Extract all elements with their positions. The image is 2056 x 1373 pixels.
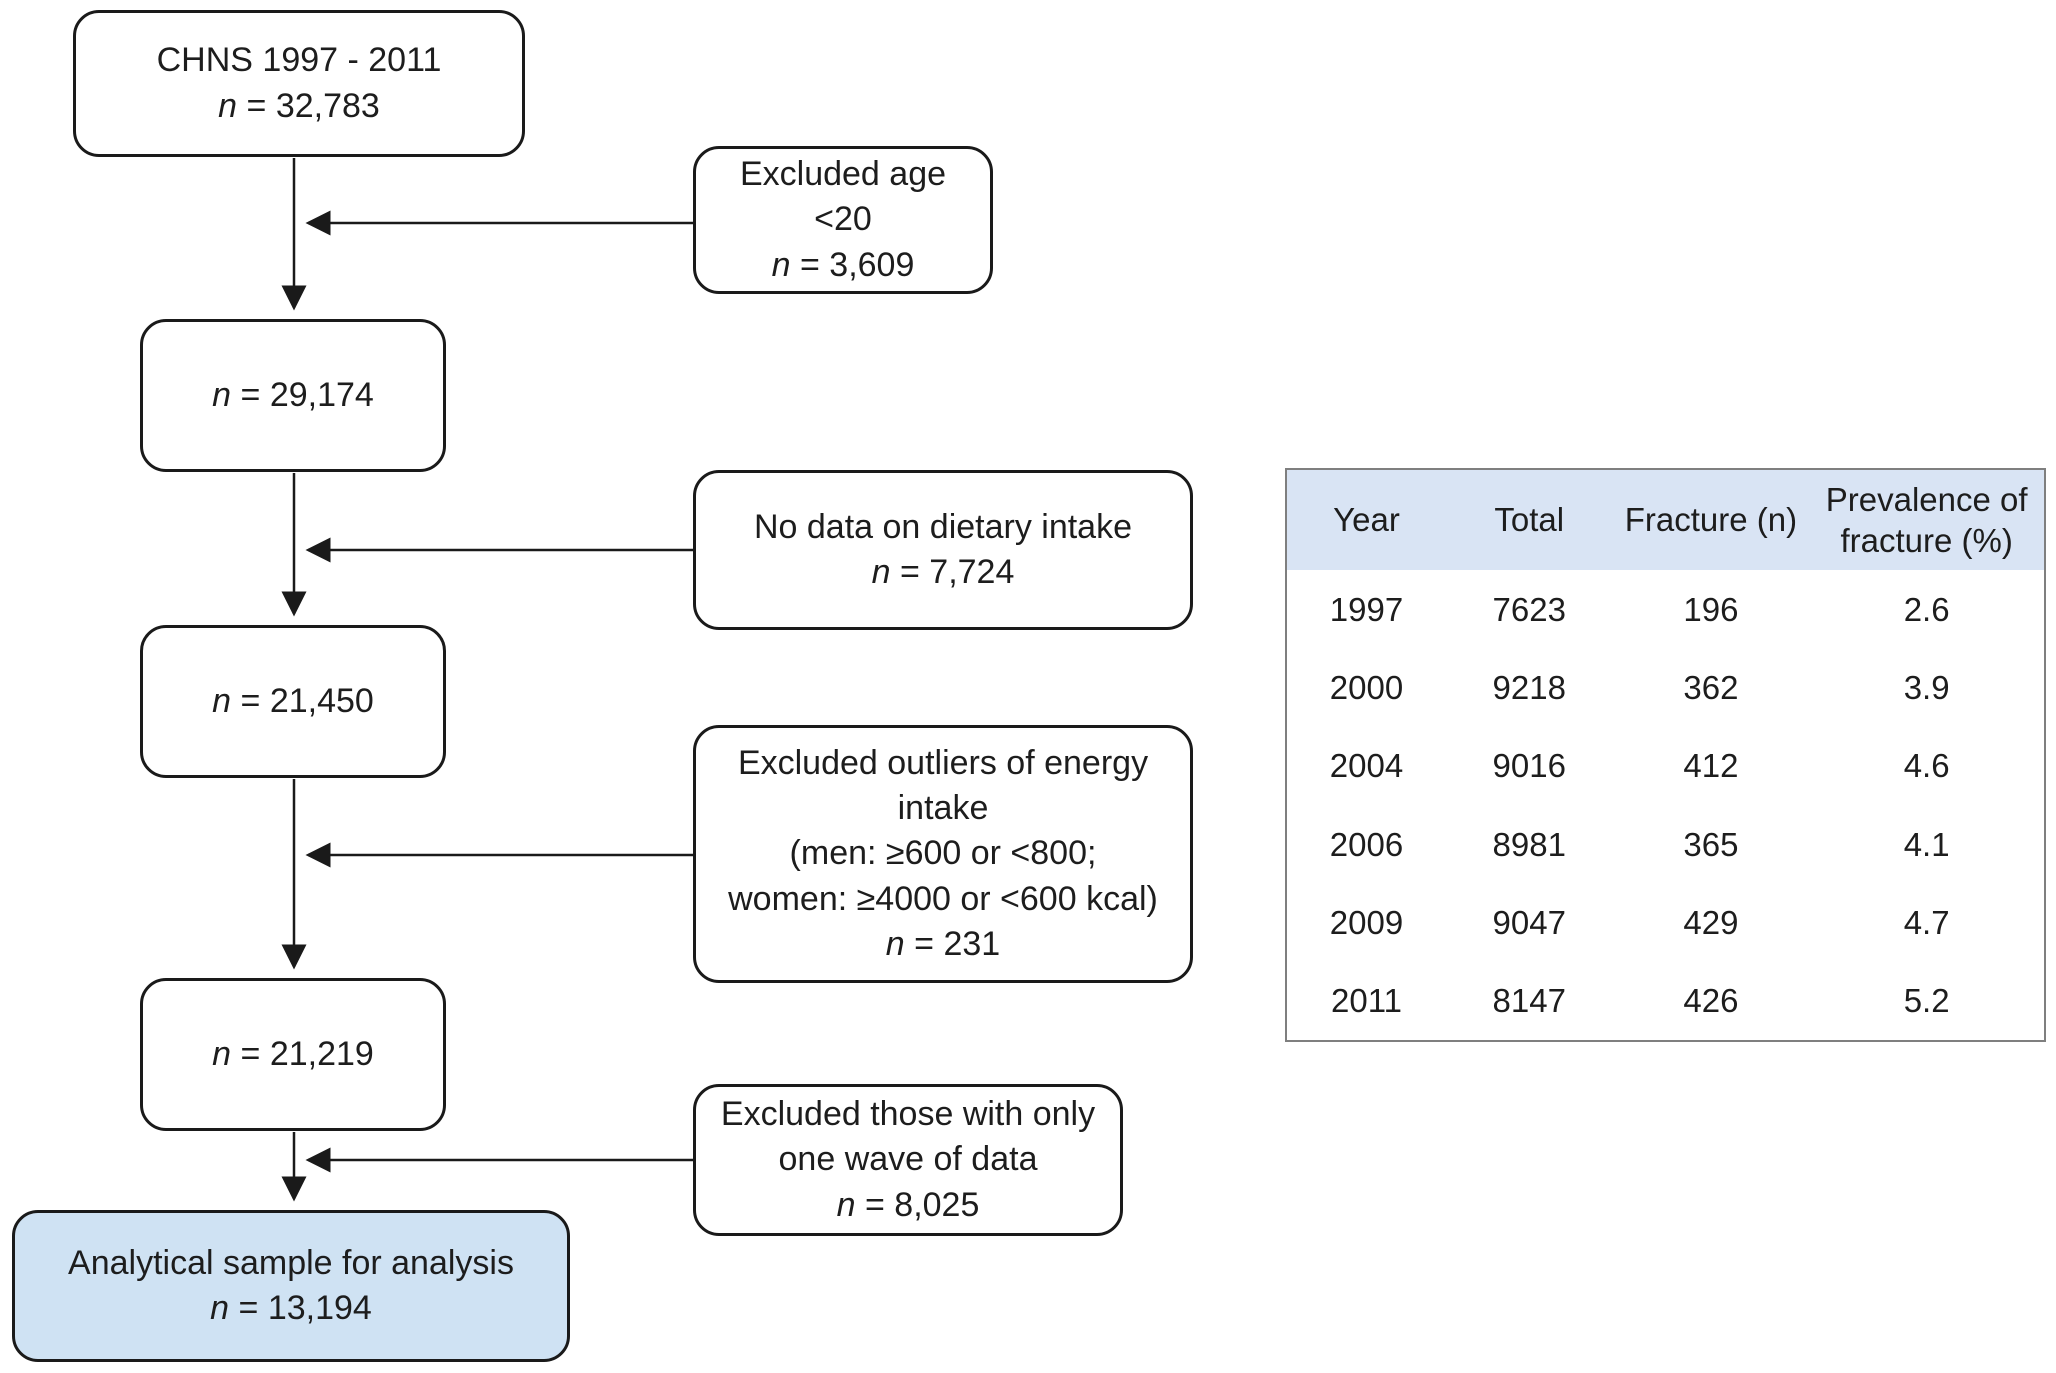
exclusion-line: Excluded age <20 [739,155,947,239]
table-cell: 9047 [1492,903,1566,941]
table-header-year: Year [1287,470,1446,570]
flow-box-title: CHNS 1997 - 2011 [156,41,442,80]
flow-box-title: Analytical sample for analysis [68,1243,514,1282]
table-cell: 8147 [1492,982,1566,1020]
table-cell: 196 [1683,590,1739,628]
exclusion-n: n = 231 [885,924,1001,963]
exclusion-box-age: Excluded age <20 n = 3,609 [693,146,993,294]
flow-box-chns-total: CHNS 1997 - 2011 n = 32,783 [73,10,525,157]
table-cell: 9218 [1492,668,1566,706]
table-cell: 8981 [1492,825,1566,863]
table-cell: 412 [1683,747,1739,785]
table-header-total: Total [1445,470,1613,570]
exclusion-line: Excluded outliers of energy [737,743,1149,782]
flow-box-n: n = 21,450 [212,681,374,720]
flow-box-n: n = 29,174 [212,375,374,414]
exclusion-n: n = 7,724 [871,553,1015,591]
flow-box-step-4: n = 21,219 [140,978,446,1131]
flow-box-analytical-sample: Analytical sample for analysis n = 13,19… [12,1210,570,1362]
exclusion-line: (men: ≥600 or <800; [789,834,1097,873]
exclusion-line: No data on dietary intake [753,507,1133,546]
exclusion-line: women: ≥4000 or <600 kcal) [728,879,1158,918]
table-cell: 4.7 [1903,903,1950,941]
prevalence-table: Year Total Fracture (n) Prevalence of fr… [1285,468,2046,1042]
table-cell: 7623 [1492,590,1566,628]
exclusion-box-energy-outliers: Excluded outliers of energy intake (men:… [693,725,1193,983]
flow-box-step-3: n = 21,450 [140,625,446,778]
flow-box-n: n = 21,219 [212,1034,374,1073]
exclusion-n: n = 3,609 [771,245,915,284]
table-cell: 2004 [1329,747,1404,785]
exclusion-line: one wave of data [778,1140,1038,1179]
table-cell: 2011 [1331,982,1402,1020]
table-cell: 9016 [1492,747,1566,785]
exclusion-line: intake [897,789,989,828]
flow-box-step-2: n = 29,174 [140,319,446,472]
table-cell: 362 [1683,668,1739,706]
table-cell: 429 [1683,903,1739,941]
table-cell: 3.9 [1903,668,1950,706]
table-cell: 2.6 [1903,590,1950,628]
table-cell: 426 [1683,982,1739,1020]
flow-box-n: n = 32,783 [218,86,380,125]
flow-box-n: n = 13,194 [210,1289,372,1327]
table-header-fracture: Fracture (n) [1612,470,1810,570]
table-cell: 365 [1683,825,1739,863]
exclusion-box-dietary: No data on dietary intake n = 7,724 [693,470,1193,630]
exclusion-box-one-wave: Excluded those with only one wave of dat… [693,1084,1123,1236]
table-cell: 5.2 [1903,982,1950,1020]
exclusion-line: Excluded those with only [720,1095,1096,1134]
table-header-prevalence: Prevalence of fracture (%) [1809,470,2044,570]
table-cell: 2006 [1329,825,1404,863]
table-cell: 4.1 [1903,825,1950,863]
table-cell: 1997 [1329,590,1404,628]
exclusion-n: n = 8,025 [836,1185,980,1224]
table-cell: 4.6 [1903,747,1950,785]
table-cell: 2009 [1329,903,1404,941]
table-cell: 2000 [1329,668,1404,706]
